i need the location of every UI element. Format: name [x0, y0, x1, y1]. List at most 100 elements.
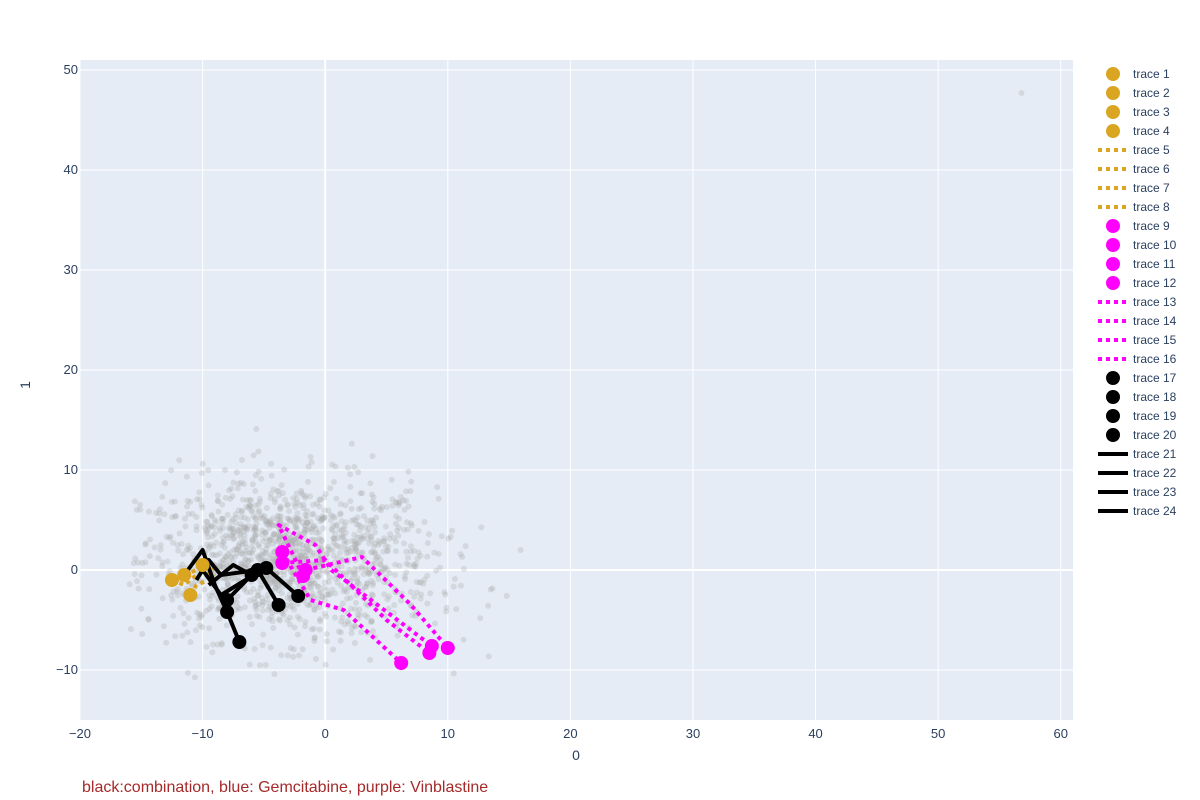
background-point [371, 560, 378, 567]
background-point [263, 504, 270, 511]
background-point [222, 554, 229, 561]
background-point [443, 604, 450, 611]
legend-item[interactable]: trace 19 [1106, 409, 1177, 423]
background-point [364, 517, 371, 524]
background-point [323, 550, 330, 557]
legend-item[interactable]: trace 10 [1106, 238, 1177, 252]
background-point [210, 551, 217, 558]
legend-item[interactable]: trace 7 [1098, 181, 1170, 195]
background-point [392, 548, 399, 555]
background-point [170, 612, 177, 619]
background-point [291, 500, 298, 507]
background-point [254, 553, 261, 560]
background-point [384, 547, 391, 554]
background-point [384, 566, 391, 573]
background-point [203, 530, 210, 537]
background-point [253, 612, 260, 619]
background-point [316, 529, 323, 536]
legend-swatch-marker [1106, 276, 1120, 290]
background-point [289, 537, 296, 544]
background-point [246, 503, 253, 510]
legend-item[interactable]: trace 15 [1098, 333, 1177, 347]
background-point [235, 480, 242, 487]
background-point [295, 518, 302, 525]
legend[interactable]: trace 1 trace 2 trace 3 trace 4 trace 5 trace… [1098, 67, 1177, 518]
background-point [354, 578, 361, 585]
background-point [171, 498, 178, 505]
legend-item[interactable]: trace 24 [1098, 504, 1177, 518]
legend-item[interactable]: trace 3 [1106, 105, 1170, 119]
background-point [174, 541, 181, 548]
background-point [382, 523, 389, 530]
background-point [245, 558, 252, 565]
background-point [320, 525, 327, 532]
x-tick-label: 40 [808, 726, 822, 741]
legend-item[interactable]: trace 21 [1098, 447, 1177, 461]
background-point [255, 592, 262, 599]
legend-item[interactable]: trace 14 [1098, 314, 1177, 328]
background-point [381, 535, 388, 542]
background-point [403, 560, 410, 567]
background-point [438, 533, 445, 540]
background-point [289, 602, 296, 609]
legend-item[interactable]: trace 16 [1098, 352, 1177, 366]
legend-item[interactable]: trace 12 [1106, 276, 1177, 290]
background-point [352, 545, 359, 552]
legend-item[interactable]: trace 17 [1106, 371, 1177, 385]
legend-item[interactable]: trace 4 [1106, 124, 1170, 138]
background-point [190, 551, 197, 558]
background-point [293, 495, 300, 502]
legend-item[interactable]: trace 6 [1098, 162, 1170, 176]
background-point [180, 551, 187, 558]
background-point [371, 505, 378, 512]
background-point [153, 571, 160, 578]
background-point [228, 526, 235, 533]
background-point [321, 507, 328, 514]
legend-item[interactable]: trace 20 [1106, 428, 1177, 442]
background-point [345, 549, 352, 556]
background-point [237, 524, 244, 531]
background-point [389, 496, 396, 503]
background-point [208, 603, 215, 610]
background-point [329, 547, 336, 554]
legend-item[interactable]: trace 18 [1106, 390, 1177, 404]
legend-item[interactable]: trace 9 [1106, 219, 1170, 233]
background-point [221, 575, 228, 582]
background-point [310, 510, 317, 517]
background-point [131, 571, 138, 578]
series-marker-12 [296, 569, 311, 583]
background-point [300, 505, 307, 512]
legend-item[interactable]: trace 11 [1106, 257, 1176, 271]
legend-item[interactable]: trace 5 [1098, 143, 1170, 157]
background-point [262, 529, 269, 536]
legend-item[interactable]: trace 13 [1098, 295, 1177, 309]
legend-item[interactable]: trace 23 [1098, 485, 1177, 499]
background-point [397, 493, 404, 500]
background-point [313, 571, 320, 578]
y-tick-label: 50 [64, 62, 78, 77]
y-tick-label: −10 [56, 662, 78, 677]
background-point [383, 504, 390, 511]
background-point [347, 498, 354, 505]
background-point [287, 517, 294, 524]
background-point [263, 596, 270, 603]
background-point [403, 569, 410, 576]
background-point [348, 630, 355, 637]
legend-item[interactable]: trace 22 [1098, 466, 1177, 480]
background-point [155, 555, 162, 562]
background-point [287, 621, 294, 628]
background-point [352, 606, 359, 613]
legend-item[interactable]: trace 2 [1106, 86, 1170, 100]
background-point [340, 533, 347, 540]
background-point [292, 540, 299, 547]
background-point [409, 612, 416, 619]
legend-item[interactable]: trace 1 [1106, 67, 1170, 81]
background-point [332, 531, 339, 538]
legend-item[interactable]: trace 8 [1098, 200, 1170, 214]
background-point [347, 594, 354, 601]
background-point [313, 525, 320, 532]
background-point [252, 602, 259, 609]
background-point [433, 567, 440, 574]
background-point [252, 599, 259, 606]
background-point [267, 644, 274, 651]
